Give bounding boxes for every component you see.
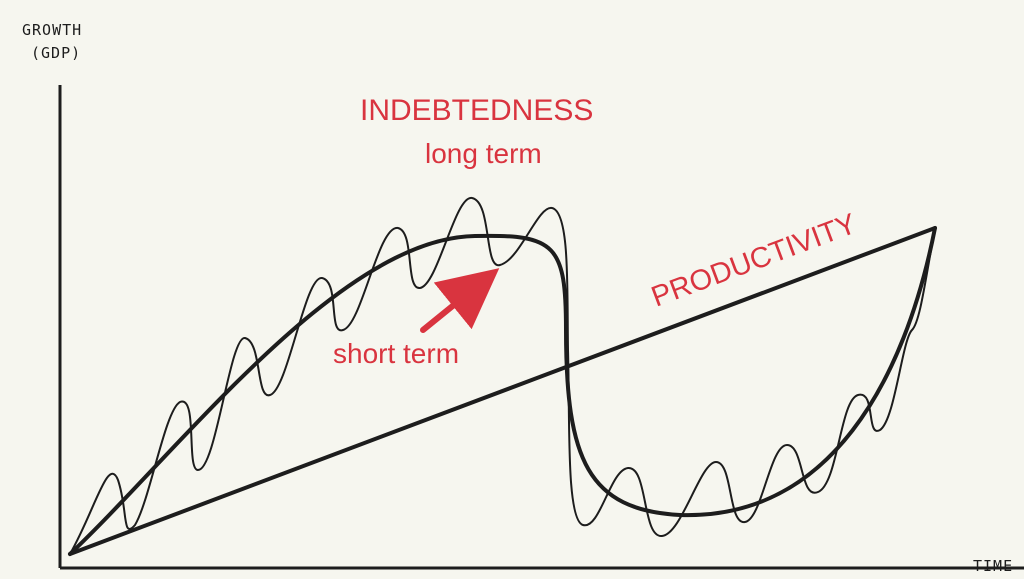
y-axis-label-line2: (GDP) — [31, 44, 81, 62]
productivity-line — [68, 226, 937, 556]
x-axis-label: TIME — [973, 557, 1013, 575]
short-term-debt-cycle-curve — [69, 197, 936, 555]
y-axis-label-line1: GROWTH — [22, 21, 82, 39]
indebtedness-label: INDEBTEDNESS — [360, 94, 593, 127]
short-term-arrow-icon — [420, 268, 500, 333]
long-term-debt-cycle-curve — [68, 226, 937, 556]
short-term-label: short term — [333, 338, 459, 369]
long-term-label: long term — [425, 138, 542, 169]
